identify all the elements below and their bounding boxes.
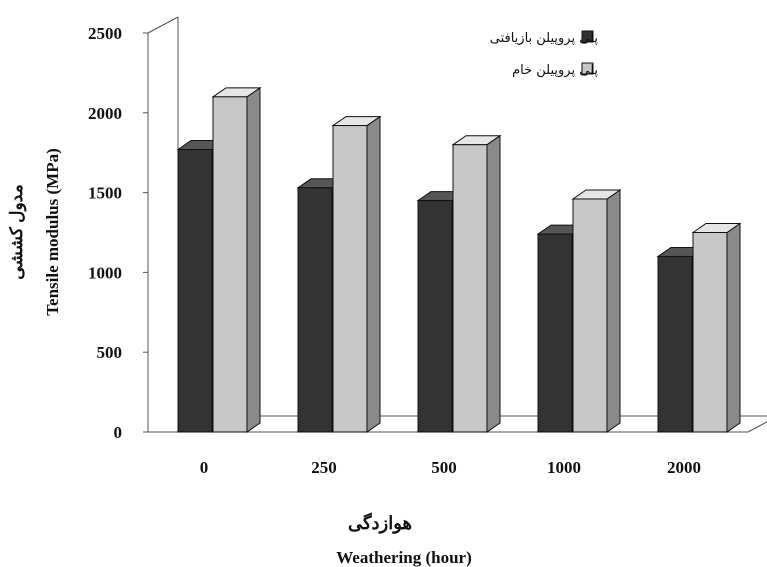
y-tick-label: 500 xyxy=(97,343,123,362)
y-tick-label: 2000 xyxy=(88,104,122,123)
bar-front xyxy=(212,96,248,433)
bar-side xyxy=(246,86,261,433)
bar-front xyxy=(417,200,453,433)
bar-2-500 xyxy=(451,134,502,433)
legend-label-series2: پلی پروپیلن خام xyxy=(512,63,598,78)
left-depth-top xyxy=(147,16,179,34)
bar-front xyxy=(572,198,608,433)
legend-swatch-series2 xyxy=(581,62,594,75)
bar-front xyxy=(692,232,728,433)
bar-side xyxy=(726,222,741,433)
y-axis-title-fa: مدول کششی xyxy=(7,184,27,279)
bar-front xyxy=(177,149,213,433)
x-tick-label: 250 xyxy=(311,458,337,477)
y-axis-ticks: 0 500 1000 1500 2000 2500 xyxy=(88,24,148,442)
bar-front xyxy=(332,125,368,433)
x-tick-label: 1000 xyxy=(547,458,581,477)
bar-2-0 xyxy=(211,86,262,433)
bar-side xyxy=(486,134,501,433)
bar-2-1000 xyxy=(571,189,622,433)
y-tick-label: 1000 xyxy=(88,263,122,282)
x-tick-label: 0 xyxy=(200,458,209,477)
bars xyxy=(176,86,742,433)
x-tick-label: 2000 xyxy=(667,458,701,477)
x-axis-title-fa: هوازدگی xyxy=(348,512,412,534)
x-axis-ticks: 0 250 500 1000 2000 xyxy=(200,458,701,477)
bar-2-2000 xyxy=(691,222,742,433)
floor-right-edge xyxy=(747,421,767,433)
x-tick-label: 500 xyxy=(431,458,457,477)
y-tick-label: 2500 xyxy=(88,24,122,43)
bar-front xyxy=(657,255,693,433)
legend-label-series1: پلی پروپیلن بازیافتی xyxy=(490,31,599,46)
legend-swatch-series1 xyxy=(581,30,594,43)
x-axis-title-en: Weathering (hour) xyxy=(336,548,472,567)
bar-2-250 xyxy=(331,115,382,433)
bar-front xyxy=(537,233,573,433)
bar-front xyxy=(297,187,333,433)
bar-side xyxy=(606,189,621,433)
bar-front xyxy=(452,144,488,433)
bar-side xyxy=(366,115,381,433)
legend: پلی پروپیلن بازیافتی پلی پروپیلن خام xyxy=(490,30,599,78)
y-tick-label: 1500 xyxy=(88,184,122,203)
y-tick-label: 0 xyxy=(114,423,123,442)
y-axis-title-en: Tensile modulus (MPa) xyxy=(43,148,62,316)
